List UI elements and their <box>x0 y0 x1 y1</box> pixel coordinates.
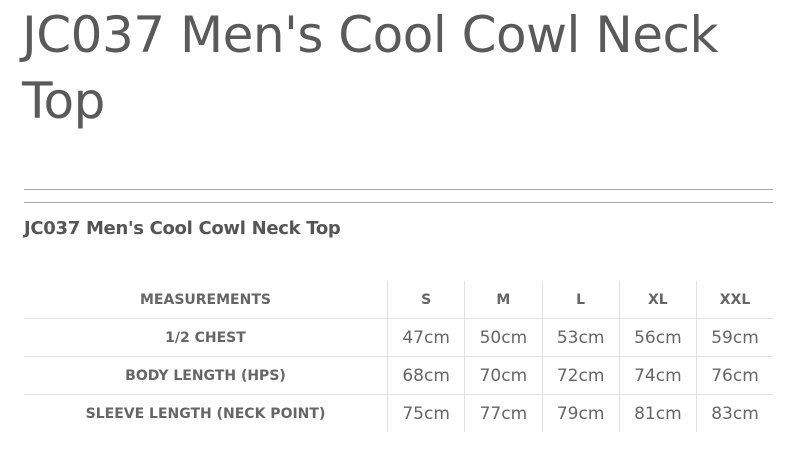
cell: 79cm <box>542 394 620 432</box>
table-row: SLEEVE LENGTH (NECK POINT) 75cm 77cm 79c… <box>24 394 773 432</box>
cell: 83cm <box>711 403 759 424</box>
cell: 72cm <box>542 356 620 395</box>
cell: 59cm <box>696 318 773 357</box>
section-title: JC037 Men's Cool Cowl Neck Top <box>24 218 341 239</box>
row-label: BODY LENGTH (HPS) <box>24 356 388 395</box>
table-header-row: MEASUREMENTS S M L XL XXL <box>24 281 773 319</box>
cell: 56cm <box>619 318 698 357</box>
column-header: XXL <box>696 281 773 319</box>
cell: 47cm <box>387 318 466 357</box>
table-row: BODY LENGTH (HPS) 68cm 70cm 72cm 74cm 76… <box>24 356 773 395</box>
cell: 53cm <box>542 318 620 357</box>
cell: 74cm <box>619 356 698 395</box>
column-header: XL <box>619 281 698 319</box>
column-header: M <box>464 281 543 319</box>
size-chart-table: MEASUREMENTS S M L XL XXL 1/2 CHEST 47cm… <box>24 281 773 432</box>
cell: 81cm <box>619 394 698 432</box>
cell: 77cm <box>464 394 543 432</box>
cell: 70cm <box>464 356 543 395</box>
table-row: 1/2 CHEST 47cm 50cm 53cm 56cm 59cm <box>24 318 773 357</box>
divider <box>24 202 773 203</box>
column-header: MEASUREMENTS <box>24 281 388 319</box>
cell: 68cm <box>387 356 466 395</box>
row-label: 1/2 CHEST <box>24 318 388 357</box>
cell: 76cm <box>696 356 773 395</box>
column-header: L <box>542 281 620 319</box>
page-title: JC037 Men's Cool Cowl Neck Top <box>22 6 718 130</box>
row-label: SLEEVE LENGTH (NECK POINT) <box>24 394 388 432</box>
column-header: S <box>387 281 466 319</box>
cell: 75cm <box>387 394 466 432</box>
divider <box>24 189 773 190</box>
cell: 50cm <box>464 318 543 357</box>
